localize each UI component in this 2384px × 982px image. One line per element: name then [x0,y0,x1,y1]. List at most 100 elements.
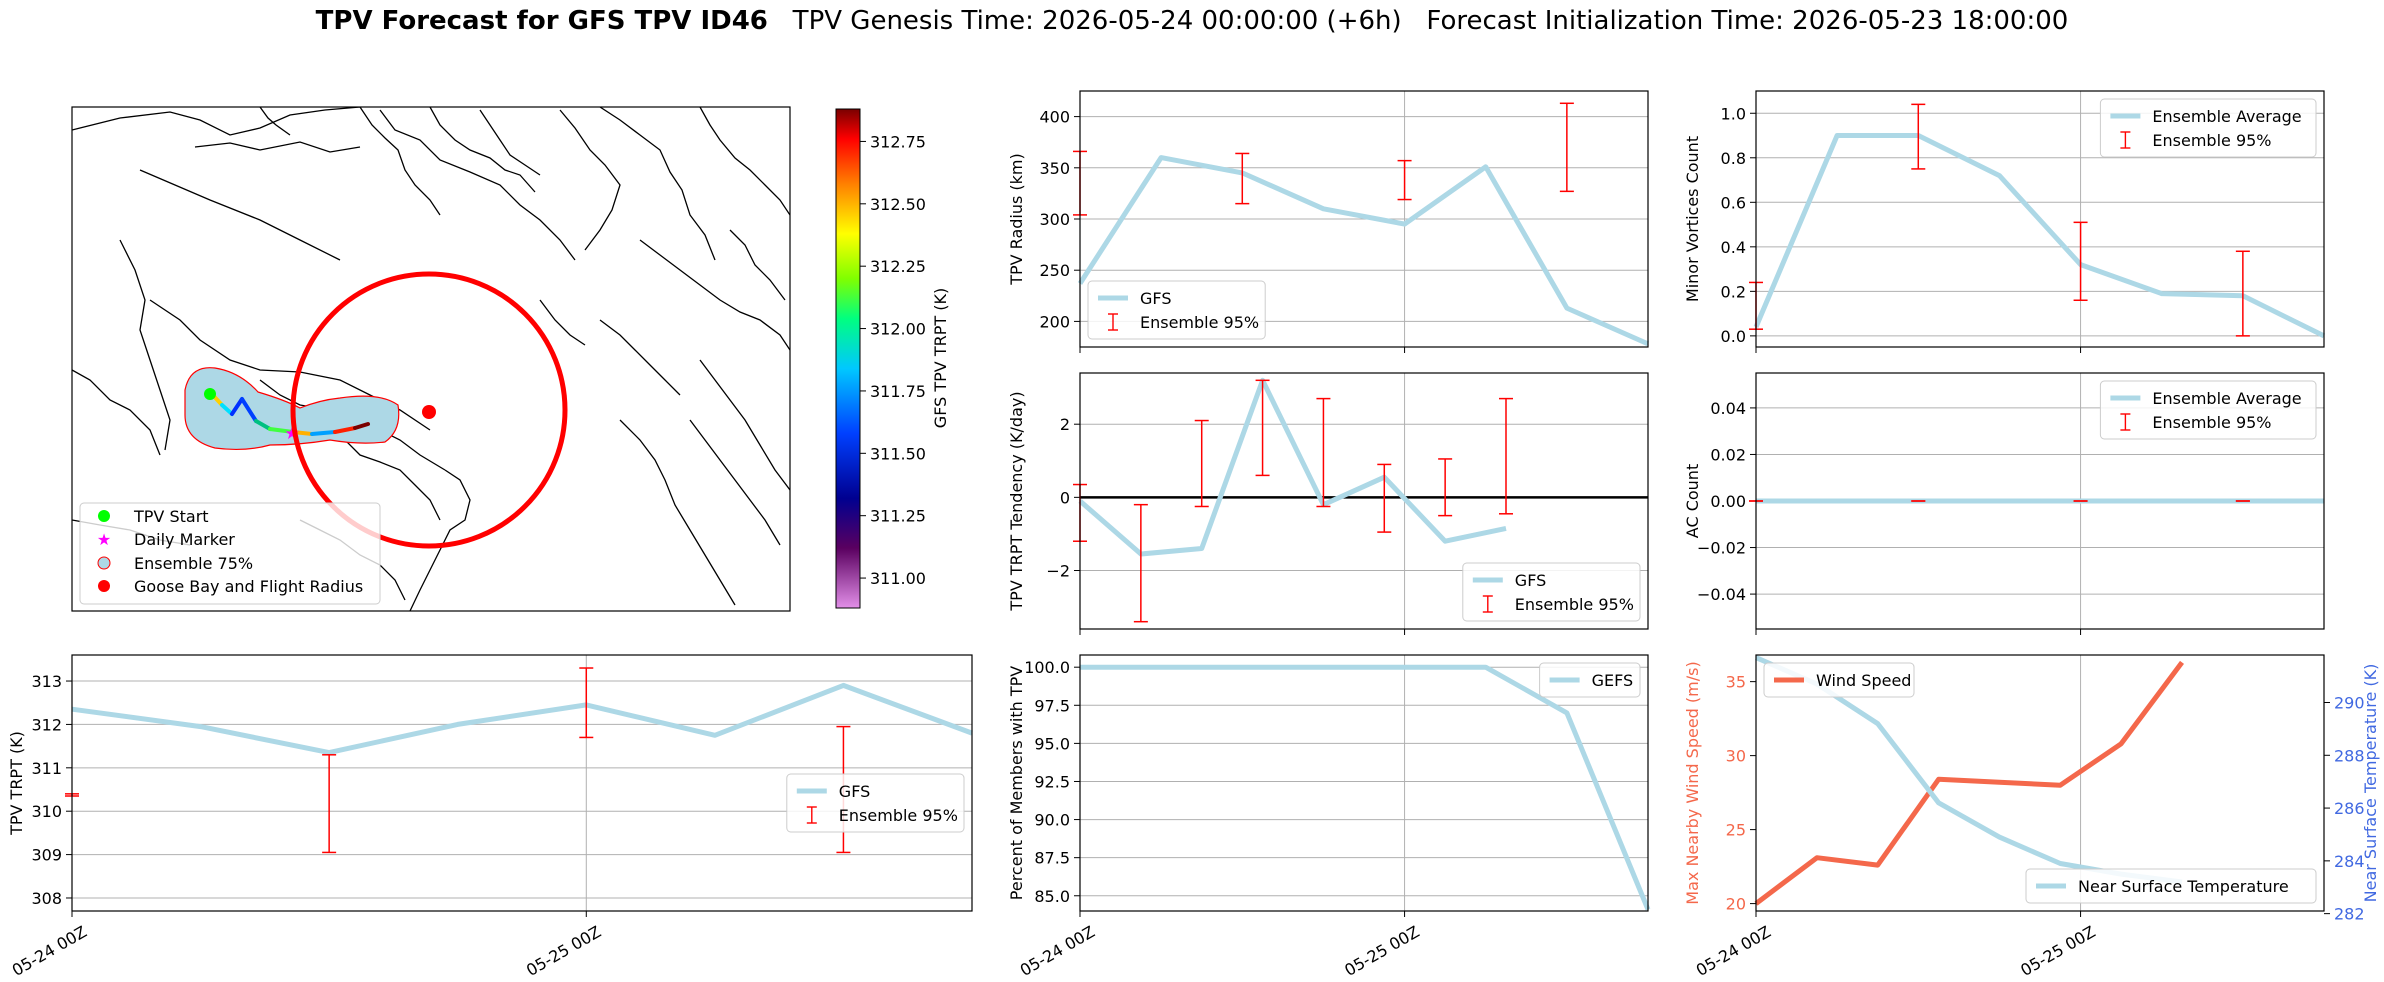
axes-frame [71,654,973,912]
y-tick-label: 90.0 [1034,811,1070,830]
legend-label: Ensemble Average [2152,389,2301,408]
y2-tick-label: 286 [2334,799,2365,818]
x-tick-label: 05-25 00Z [2017,922,2098,980]
y2-tick-label: 284 [2334,852,2365,871]
tpv-track [208,390,370,436]
y-tick-label: 85.0 [1034,887,1070,906]
legend-box [1763,662,1915,698]
y-tick-label: 0.00 [1710,492,1746,511]
y-axis-label: TPV Radius (km) [1007,153,1026,286]
y-tick-label: 0 [1060,488,1070,507]
x-tick-label: 05-25 00Z [523,922,604,980]
y-tick-label: 20 [1726,895,1746,914]
legend-box [1462,562,1641,622]
figure-title-bold: TPV Forecast for GFS TPV ID46 [315,6,768,36]
colorbar-tick-label: 311.75 [870,382,926,401]
y-tick-label: 200 [1039,312,1070,331]
legend-label: GFS [1140,289,1171,308]
y-tick-label: 0.6 [1721,193,1746,212]
map-panel: ★ TPV Start ★ Daily Marker Ensemble 75% … [71,106,791,612]
legend-label: Ensemble Average [2152,107,2301,126]
y-tick-label: 312 [31,715,62,734]
y-tick-label: 0.8 [1721,149,1746,168]
y-tick-label: 1.0 [1721,104,1746,123]
colorbar-tick-label: 312.25 [870,257,926,276]
y-tick-label: 30 [1726,747,1746,766]
y-tick-label: 0.4 [1721,238,1746,257]
axes-frame [1755,90,2325,348]
y-axis-label: Percent of Members with TPV [1007,666,1026,900]
legend-label: Ensemble 95% [1140,313,1259,332]
legend-ensemble-75-icon [97,556,111,570]
colorbar-tick-label: 311.50 [870,444,926,463]
legend-box [1087,280,1266,340]
y-axis-label: Minor Vortices Count [1683,136,1702,302]
y-tick-label: 308 [31,889,62,908]
legend-label: Ensemble 95% [839,806,958,825]
series-line-gefs [1080,664,1651,911]
legend-tpv-start-icon [98,510,110,522]
y-tick-label: 350 [1039,159,1070,178]
y2-tick-label: 288 [2334,746,2365,765]
x-tick-label: 05-25 00Z [1341,922,1422,980]
legend-box [2099,380,2317,440]
y-axis-label: TPV TRPT Tendency (K/day) [1007,391,1026,611]
legend-label: Ensemble 95% [1515,595,1634,614]
chart-tendency: −2 0 2 TPV TRPT Tendency (K/day) GFS Ensemble… [1007,372,1649,635]
y-axis-label: TPV TRPT (K) [7,731,26,836]
axes-frame [1079,654,1649,912]
figure-title-rest: TPV Genesis Time: 2026-05-24 00:00:00 (+… [767,6,2069,36]
chart-trpt: 308 309 310 311 312 313 05-24 00Z 05-25 00Z TPV … [7,654,973,980]
y-tick-label: −2 [1046,561,1070,580]
axes-frame [1755,372,2325,630]
legend-box [786,773,965,833]
chart-minor: 0.0 0.2 0.4 0.6 0.8 1.0 Minor Vortices Count En… [1683,90,2326,353]
y-tick-label: 92.5 [1034,772,1070,791]
legend-ensemble-75: Ensemble 75% [134,554,253,573]
legend-label: GEFS [1592,671,1634,690]
series-line-gfs [1078,377,1507,557]
chart-members: 85.0 87.5 90.0 92.5 95.0 97.5 100.0 05-24 00Z 05… [1007,654,1651,980]
y-tick-label: 0.02 [1710,445,1746,464]
chart-ac: −0.04 −0.02 0.00 0.02 0.04 AC Count Ensemble A… [1683,372,2325,635]
y-tick-label: 100.0 [1024,658,1070,677]
colorbar-label: GFS TPV TRPT (K) [931,288,950,428]
y-tick-label: 0.2 [1721,282,1746,301]
colorbar-tick-label: 311.25 [870,507,926,526]
legend-label: Wind Speed [1816,671,1911,690]
colorbar-tick-label: 312.00 [870,320,926,339]
colorbar-gradient [835,108,861,609]
axes-frame [1079,90,1649,348]
series-line-wind-speed [1754,660,2185,906]
y-tick-label: 0.04 [1710,399,1746,418]
figure-title: TPV Forecast for GFS TPV ID46 TPV Genesi… [0,6,2384,36]
y-tick-label: 97.5 [1034,696,1070,715]
legend-box [1539,662,1641,698]
y-tick-label: 300 [1039,210,1070,229]
legend-tpv-start: TPV Start [133,507,209,526]
colorbar-ticks: 311.00 311.25 311.50 311.75 312.00 312.25 312.… [860,132,926,588]
legend-label: Ensemble 95% [2152,131,2271,150]
y-tick-label: 400 [1039,108,1070,127]
y2-tick-label: 290 [2334,694,2365,713]
legend-label: Near Surface Temperature [2078,877,2289,896]
legend-daily-marker: Daily Marker [134,530,235,549]
colorbar-tick-label: 312.50 [870,195,926,214]
y-tick-label: 310 [31,802,62,821]
y-tick-label: 35 [1726,673,1746,692]
chart-wind: 20 25 30 35 05-24 00Z 05-25 00Z Max Nearby Win… [1683,654,2380,980]
series-line-ensemble-average [1753,133,2326,339]
colorbar: 311.00 311.25 311.50 311.75 312.00 312.25 312.… [835,108,950,609]
chart-radius: 200 250 300 350 400 TPV Radius (km) GFS Ensembl… [1007,90,1650,353]
y-tick-label: −0.04 [1697,585,1746,604]
legend-label: GFS [1515,571,1546,590]
legend-box [2025,868,2317,904]
y-axis-label: AC Count [1683,464,1702,538]
x-tick-label: 05-24 00Z [9,922,90,980]
y-tick-label: −0.02 [1697,539,1746,558]
y-tick-label: 250 [1039,261,1070,280]
tpv-start-marker [204,388,216,400]
axes-frame [1079,372,1649,630]
y-tick-label: 311 [31,759,62,778]
